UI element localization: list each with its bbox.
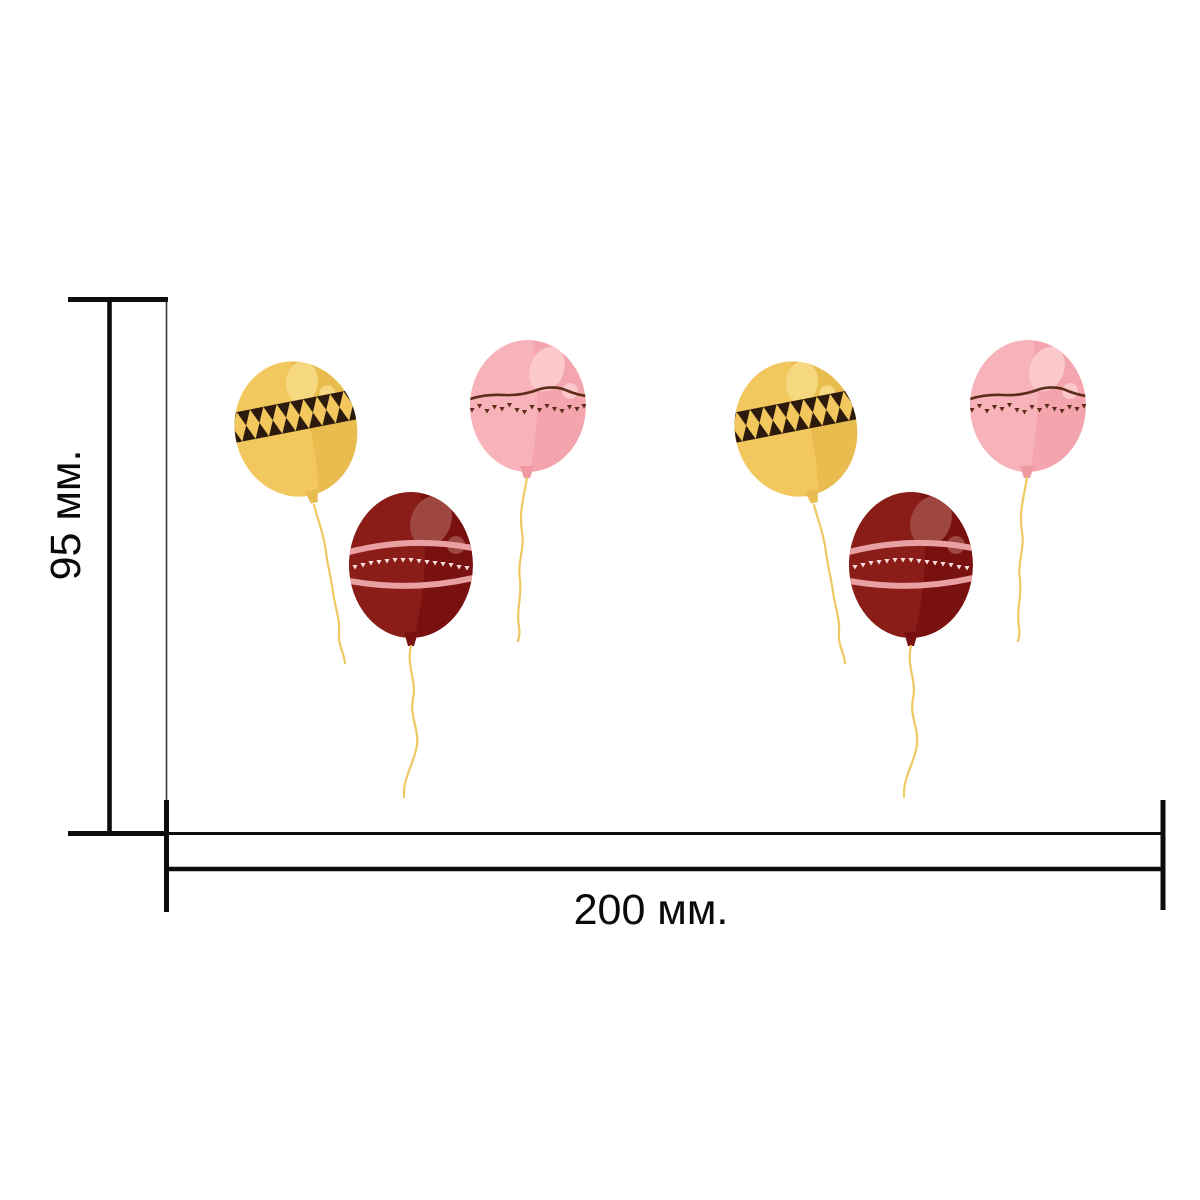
width-dimension-label: 200 мм.	[574, 886, 729, 934]
balloon-group-right	[705, 340, 1087, 797]
yellow-balloon	[220, 358, 371, 510]
height-dimension-label: 95 мм.	[42, 450, 90, 581]
vertical-dimension: 95 мм.	[42, 297, 168, 836]
dark-red-balloon-knot	[404, 632, 418, 646]
dark-red-balloon-shade	[349, 492, 425, 638]
zigzag-band	[220, 387, 371, 446]
canvas-outline	[165, 299, 1163, 835]
dark-red-balloon-stripe-bottom	[349, 575, 473, 589]
pink-balloon-knot	[520, 466, 534, 478]
pink-balloon-shade	[470, 340, 538, 472]
yellow-balloon-knot	[304, 488, 318, 504]
dark-red-balloon-string	[402, 644, 419, 799]
yellow-balloon-string	[312, 503, 347, 665]
pink-balloon	[470, 340, 586, 478]
pink-balloon-wavy-line	[470, 386, 586, 401]
pink-balloon-highlight	[529, 346, 578, 399]
balloon-group-left	[220, 340, 586, 799]
horizontal-dimension: 200 мм.	[164, 800, 1166, 934]
pink-balloon-string	[516, 476, 529, 643]
dark-red-balloon	[349, 492, 473, 646]
dark-red-balloon-stripe-top	[349, 539, 473, 555]
